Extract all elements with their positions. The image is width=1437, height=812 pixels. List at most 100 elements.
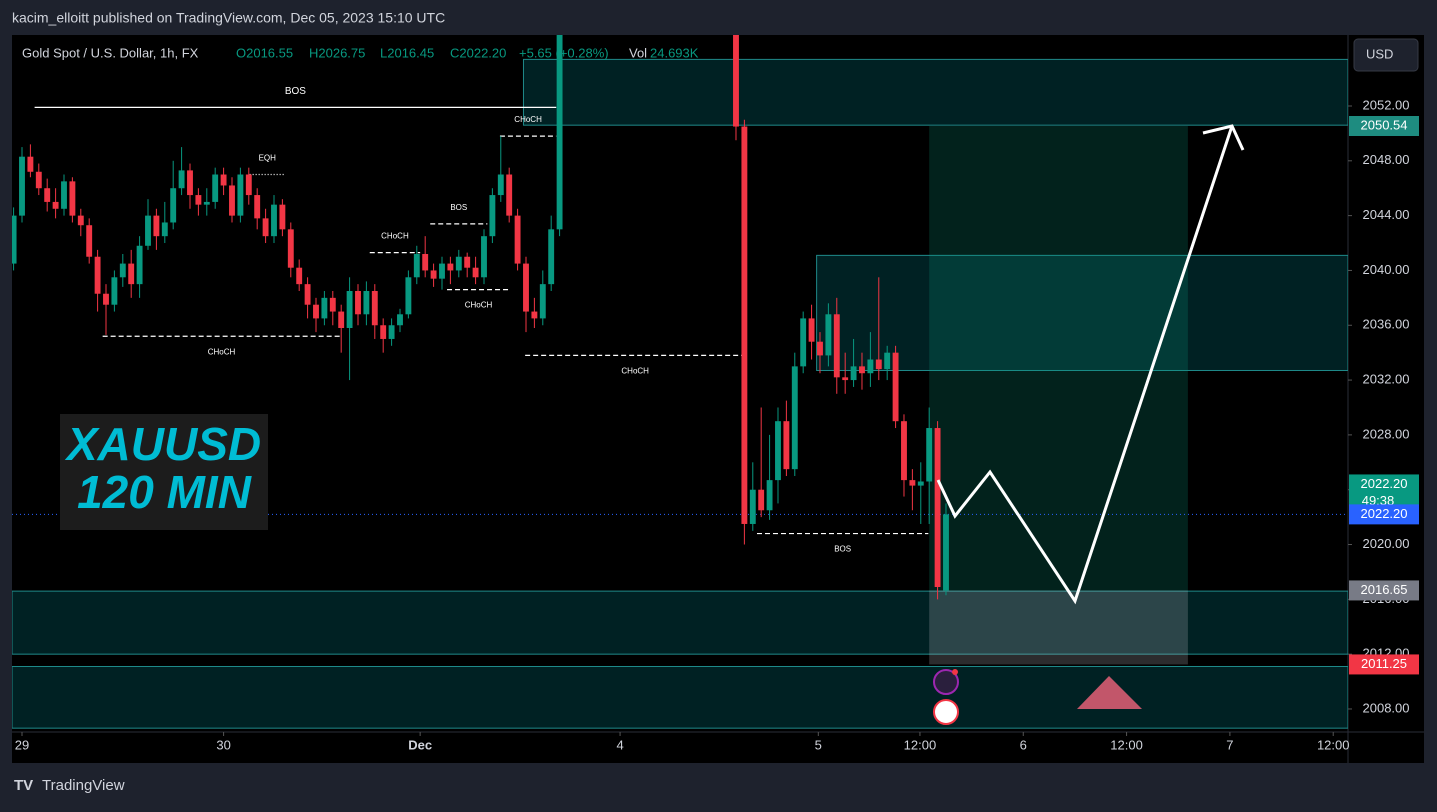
x-tick-label: 4	[616, 737, 623, 752]
candle-body	[12, 215, 17, 264]
candle-body	[548, 229, 555, 285]
candle-body	[439, 263, 445, 279]
candle-body	[859, 366, 865, 374]
structure-label: BOS	[450, 203, 467, 212]
candle-body	[271, 204, 277, 237]
x-tick-label: Dec	[408, 737, 432, 752]
x-tick-label: 5	[815, 737, 822, 752]
candle-body	[86, 225, 93, 257]
price-label-bg	[1349, 580, 1419, 601]
candle-body	[69, 181, 76, 216]
x-tick-label: 7	[1226, 737, 1233, 752]
countdown: 49:38	[1362, 493, 1395, 508]
candle-body	[749, 489, 756, 524]
currency[interactable]: USD	[1366, 46, 1393, 61]
price-label: 2022.20	[1361, 506, 1408, 521]
candle-body	[926, 428, 933, 482]
candle-body	[44, 188, 51, 202]
zone	[12, 665, 1348, 729]
candle-body	[371, 290, 378, 326]
structure-label: CHoCH	[208, 347, 236, 356]
candle-body	[447, 263, 454, 271]
x-tick-label: 12:00	[1317, 737, 1350, 752]
candle-body	[917, 481, 924, 486]
candle-body	[254, 195, 261, 219]
y-tick-label: 2028.00	[1363, 426, 1410, 441]
event-icon[interactable]	[933, 669, 959, 695]
candle-body	[19, 156, 25, 216]
structure-label: EQH	[259, 154, 277, 163]
candle-body	[842, 377, 849, 381]
candle-body	[145, 215, 151, 246]
candle-body	[52, 201, 59, 209]
low: L2016.45	[380, 45, 434, 60]
axes: 2008.002012.002016.002020.002024.002028.…	[15, 97, 1419, 752]
change: +5.65 (+0.28%)	[519, 45, 609, 60]
candle-body	[220, 174, 227, 186]
price-label: 2022.20	[1361, 476, 1408, 491]
y-tick-label: 2048.00	[1363, 152, 1410, 167]
candle-body	[405, 277, 412, 315]
candle-body	[892, 352, 899, 422]
candle-body	[783, 421, 790, 470]
candle-body	[170, 188, 177, 223]
candle-body	[766, 480, 773, 511]
candle-body	[237, 174, 244, 216]
candle-body	[262, 218, 269, 237]
watermark: XAUUSD	[64, 418, 261, 470]
projection-arrow	[936, 125, 1234, 605]
currency-button[interactable]	[1353, 38, 1419, 72]
candle-body	[800, 318, 807, 367]
candle-body	[909, 480, 916, 486]
plot: BOS CHoCH EQH BOS CHoCH CHoCH CHoCH CHoCH BOS	[12, 35, 1348, 729]
structure-label: CHoCH	[514, 115, 542, 124]
candle-body	[346, 290, 353, 328]
candle-body	[77, 215, 84, 226]
candle-body	[187, 170, 193, 196]
candle-body	[153, 215, 160, 237]
candle-body	[94, 256, 101, 294]
candle-body	[514, 215, 521, 264]
flag-icon[interactable]	[933, 699, 959, 725]
y-tick-label: 2044.00	[1363, 207, 1410, 222]
structure-label: BOS	[834, 545, 851, 554]
x-tick-label: 12:00	[904, 737, 937, 752]
candle-body	[296, 267, 303, 285]
close: C2022.20	[450, 45, 506, 60]
publisher: kacim_elloitt published on TradingView.c…	[12, 10, 445, 26]
structure-label: CHoCH	[381, 232, 409, 241]
candle-body	[497, 174, 504, 196]
watermark-box	[60, 414, 268, 530]
candle-body	[733, 35, 739, 127]
symbol: Gold Spot / U.S. Dollar, 1h, FX	[22, 45, 199, 60]
candle-body	[833, 314, 840, 378]
candle-body	[464, 256, 471, 268]
candle-body	[791, 366, 798, 470]
candle-body	[741, 126, 748, 524]
candle-body	[128, 263, 135, 285]
candle-body	[413, 253, 420, 278]
candle-body	[355, 290, 361, 315]
candle-body	[212, 174, 219, 202]
candle-body	[758, 489, 765, 511]
candle-body	[817, 341, 823, 356]
candle-body	[229, 185, 235, 216]
candle-body	[119, 263, 126, 278]
high: H2026.75	[309, 45, 365, 60]
structure-label: CHoCH	[465, 301, 493, 310]
structure-label: CHoCH	[621, 367, 649, 376]
y-tick-label: 2032.00	[1363, 372, 1410, 387]
x-tick-label: 6	[1020, 737, 1027, 752]
candle-body	[397, 314, 403, 326]
price-label-bg	[1349, 504, 1419, 525]
candle-body	[313, 304, 319, 319]
event-dot	[952, 669, 958, 675]
legend: Gold Spot / U.S. Dollar, 1h, FX O2016.55…	[22, 45, 699, 60]
candle-body	[27, 156, 34, 172]
candle-body	[884, 352, 891, 370]
price-label-bg	[1349, 115, 1419, 136]
candle-body	[161, 222, 168, 237]
open: O2016.55	[236, 45, 293, 60]
candle-body	[825, 314, 832, 356]
